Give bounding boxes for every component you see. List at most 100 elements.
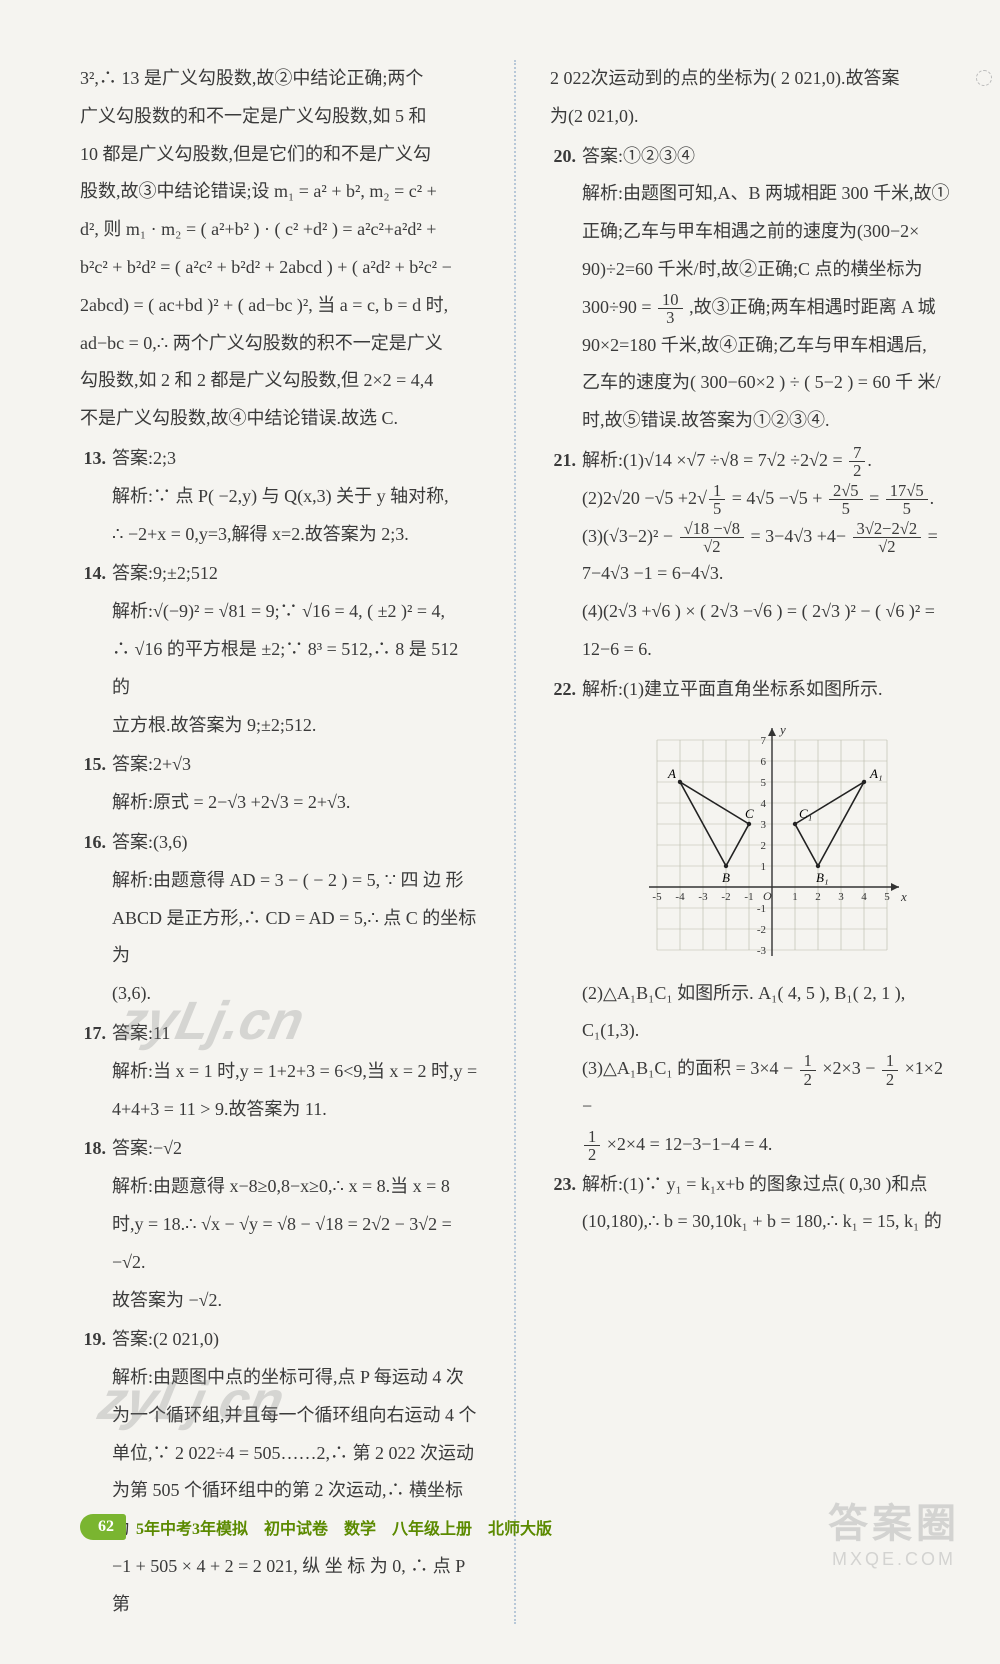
text-line: 为一个循环组,并且每一个循环组向右运动 4 个 — [112, 1397, 480, 1435]
decorative-dot — [976, 70, 992, 86]
text-line: 解析:√(−9)² = √81 = 9;∵ √16 = 4, ( ±2 )² =… — [112, 593, 480, 631]
math-line: (2)2√20 −√5 +2√15 = 4√5 −√5 + 2√55 = 17√… — [582, 480, 950, 518]
question-18: 18. 答案:−√2 解析:由题意得 x−8≥0,8−x≥0,∴ x = 8.当… — [80, 1130, 480, 1319]
text-line: 4+4+3 = 11 > 9.故答案为 11. — [112, 1091, 480, 1129]
svg-text:-1: -1 — [744, 891, 753, 903]
svg-text:3: 3 — [761, 819, 767, 831]
svg-text:x: x — [900, 889, 907, 904]
svg-text:1: 1 — [792, 891, 798, 903]
answer-line: 答案:(2 021,0) — [112, 1321, 480, 1359]
question-14: 14. 答案:9;±2;512 解析:√(−9)² = √81 = 9;∵ √1… — [80, 555, 480, 744]
question-number: 20. — [550, 138, 582, 440]
question-number: 13. — [80, 440, 112, 553]
right-column: 2 022次运动到的点的坐标为( 2 021,0).故答案 为(2 021,0)… — [550, 60, 950, 1624]
text-line: ad−bc = 0,∴ 两个广义勾股数的积不一定是广义 — [80, 325, 480, 363]
text-line: 立方根.故答案为 9;±2;512. — [112, 707, 480, 745]
text-line: ∴ √16 的平方根是 ±2;∵ 8³ = 512,∴ 8 是 512 的 — [112, 631, 480, 707]
fraction: 15 — [709, 482, 725, 518]
text-line: b²c² + b²d² = ( a²c² + b²d² + 2abcd ) + … — [80, 249, 480, 287]
text-line: 单位,∵ 2 022÷4 = 505……2,∴ 第 2 022 次运动 — [112, 1435, 480, 1473]
text-line: 解析:由题意得 AD = 3 − ( − 2 ) = 5, ∵ 四 边 形 — [112, 862, 480, 900]
text-line: 股数,故③中结论错误;设 m₁ = a² + b², m₂ = c² + — [80, 173, 480, 211]
text-line: 解析:(1)∵ y₁ = k₁x+b 的图象过点( 0,30 )和点 — [582, 1166, 950, 1204]
svg-text:6: 6 — [761, 756, 767, 768]
question-20: 20. 答案:①②③④ 解析:由题图可知,A、B 两城相距 300 千米,故① … — [550, 138, 950, 440]
fraction: 12 — [882, 1052, 898, 1088]
fraction: 17√55 — [886, 482, 928, 518]
carryover-block: 2 022次运动到的点的坐标为( 2 021,0).故答案 为(2 021,0)… — [550, 60, 950, 136]
graph-svg: -5-4-3-2-112345-3-2-11234567OxyABCA₁B₁C₁ — [632, 717, 912, 967]
text-line: 故答案为 −√2. — [112, 1282, 480, 1320]
question-16: 16. 答案:(3,6) 解析:由题意得 AD = 3 − ( − 2 ) = … — [80, 824, 480, 1013]
math-line: (3)(√3−2)² − √18 −√8√2 = 3−4√3 +4− 3√2−2… — [582, 518, 950, 556]
fraction: 2√55 — [829, 482, 863, 518]
text-line: 12−6 = 6. — [582, 631, 950, 669]
question-number: 23. — [550, 1166, 582, 1242]
svg-text:-3: -3 — [698, 891, 708, 903]
svg-text:A₁: A₁ — [869, 766, 882, 781]
text-line: 不是广义勾股数,故④中结论错误.故选 C. — [80, 400, 480, 438]
page-number: 62 — [80, 1514, 126, 1540]
fraction: 7 2 — [849, 444, 865, 480]
question-21: 21. 解析:(1)√14 ×√7 ÷√8 = 7√2 ÷2√2 = 7 2 .… — [550, 442, 950, 669]
svg-text:5: 5 — [884, 891, 890, 903]
fraction: √18 −√8√2 — [680, 520, 744, 556]
answer-line: 答案:(3,6) — [112, 824, 480, 862]
text-line: C₁(1,3). — [582, 1012, 950, 1050]
page: 3²,∴ 13 是广义勾股数,故②中结论正确;两个 广义勾股数的和不一定是广义勾… — [0, 0, 1000, 1664]
coordinate-graph: -5-4-3-2-112345-3-2-11234567OxyABCA₁B₁C₁ — [632, 717, 950, 967]
math-line: 12 ×2×4 = 12−3−1−4 = 4. — [582, 1126, 950, 1164]
fraction: 10 3 — [658, 291, 683, 327]
text-line: 2abcd) = ( ac+bd )² + ( ad−bc )², 当 a = … — [80, 287, 480, 325]
text-line: 解析:(1)建立平面直角坐标系如图所示. — [582, 671, 950, 709]
left-column: 3²,∴ 13 是广义勾股数,故②中结论正确;两个 广义勾股数的和不一定是广义勾… — [80, 60, 480, 1624]
svg-text:7: 7 — [761, 735, 767, 747]
text-line: 时,y = 18.∴ √x − √y = √8 − √18 = 2√2 − 3√… — [112, 1206, 480, 1282]
svg-text:y: y — [778, 722, 786, 737]
question-number: 17. — [80, 1015, 112, 1128]
question-13: 13. 答案:2;3 解析:∵ 点 P( −2,y) 与 Q(x,3) 关于 y… — [80, 440, 480, 553]
svg-text:C: C — [745, 806, 754, 821]
text-line: 90)÷2=60 千米/时,故②正确;C 点的横坐标为 — [582, 251, 950, 289]
text-line: −1 + 505 × 4 + 2 = 2 021, 纵 坐 标 为 0, ∴ 点… — [112, 1548, 480, 1624]
text-line: d², 则 m₁ · m₂ = ( a²+b² ) · ( c² +d² ) =… — [80, 211, 480, 249]
text-line: 3²,∴ 13 是广义勾股数,故②中结论正确;两个 — [80, 60, 480, 98]
carryover-block: 3²,∴ 13 是广义勾股数,故②中结论正确;两个 广义勾股数的和不一定是广义勾… — [80, 60, 480, 438]
svg-text:3: 3 — [838, 891, 844, 903]
text-line: 解析:由题图可知,A、B 两城相距 300 千米,故① — [582, 175, 950, 213]
question-17: 17. 答案:11 解析:当 x = 1 时,y = 1+2+3 = 6<9,当… — [80, 1015, 480, 1128]
svg-text:B₁: B₁ — [816, 870, 828, 885]
svg-text:-5: -5 — [652, 891, 662, 903]
math-line: 300÷90 = 10 3 ,故③正确;两车相遇时距离 A 城 — [582, 289, 950, 327]
footer-title: 5年中考3年模拟 初中试卷 数学 八年级上册 北师大版 — [136, 1515, 552, 1539]
answer-line: 答案:①②③④ — [582, 138, 950, 176]
svg-text:A: A — [667, 766, 676, 781]
text-line: 解析:当 x = 1 时,y = 1+2+3 = 6<9,当 x = 2 时,y… — [112, 1053, 480, 1091]
answer-line: 答案:11 — [112, 1015, 480, 1053]
math-line: (3)△A₁B₁C₁ 的面积 = 3×4 − 12 ×2×3 − 12 ×1×2… — [582, 1050, 950, 1126]
answer-line: 答案:9;±2;512 — [112, 555, 480, 593]
text-line: 2 022次运动到的点的坐标为( 2 021,0).故答案 — [550, 60, 950, 98]
svg-text:B: B — [722, 870, 730, 885]
question-23: 23. 解析:(1)∵ y₁ = k₁x+b 的图象过点( 0,30 )和点 (… — [550, 1166, 950, 1242]
text-line: (2)△A₁B₁C₁ 如图所示. A₁( 4, 5 ), B₁( 2, 1 ), — [582, 975, 950, 1013]
question-number: 22. — [550, 671, 582, 1164]
math-line: 解析:(1)√14 ×√7 ÷√8 = 7√2 ÷2√2 = 7 2 . — [582, 442, 950, 480]
question-number: 16. — [80, 824, 112, 1013]
svg-text:-3: -3 — [757, 945, 767, 957]
question-number: 19. — [80, 1321, 112, 1623]
svg-text:-2: -2 — [757, 924, 766, 936]
text-line: (10,180),∴ b = 30,10k₁ + b = 180,∴ k₁ = … — [582, 1203, 950, 1241]
column-divider — [514, 60, 516, 1624]
svg-text:-2: -2 — [721, 891, 730, 903]
answer-line: 答案:2+√3 — [112, 746, 480, 784]
text-line: 为(2 021,0). — [550, 98, 950, 136]
text-line: 时,故⑤错误.故答案为①②③④. — [582, 402, 950, 440]
text-line: 7−4√3 −1 = 6−4√3. — [582, 555, 950, 593]
svg-text:1: 1 — [761, 861, 767, 873]
fraction: 12 — [584, 1128, 600, 1164]
text-line: (4)(2√3 +√6 ) × ( 2√3 −√6 ) = ( 2√3 )² −… — [582, 593, 950, 631]
text-line: 解析:由题意得 x−8≥0,8−x≥0,∴ x = 8.当 x = 8 — [112, 1168, 480, 1206]
svg-text:-4: -4 — [675, 891, 685, 903]
question-number: 21. — [550, 442, 582, 669]
